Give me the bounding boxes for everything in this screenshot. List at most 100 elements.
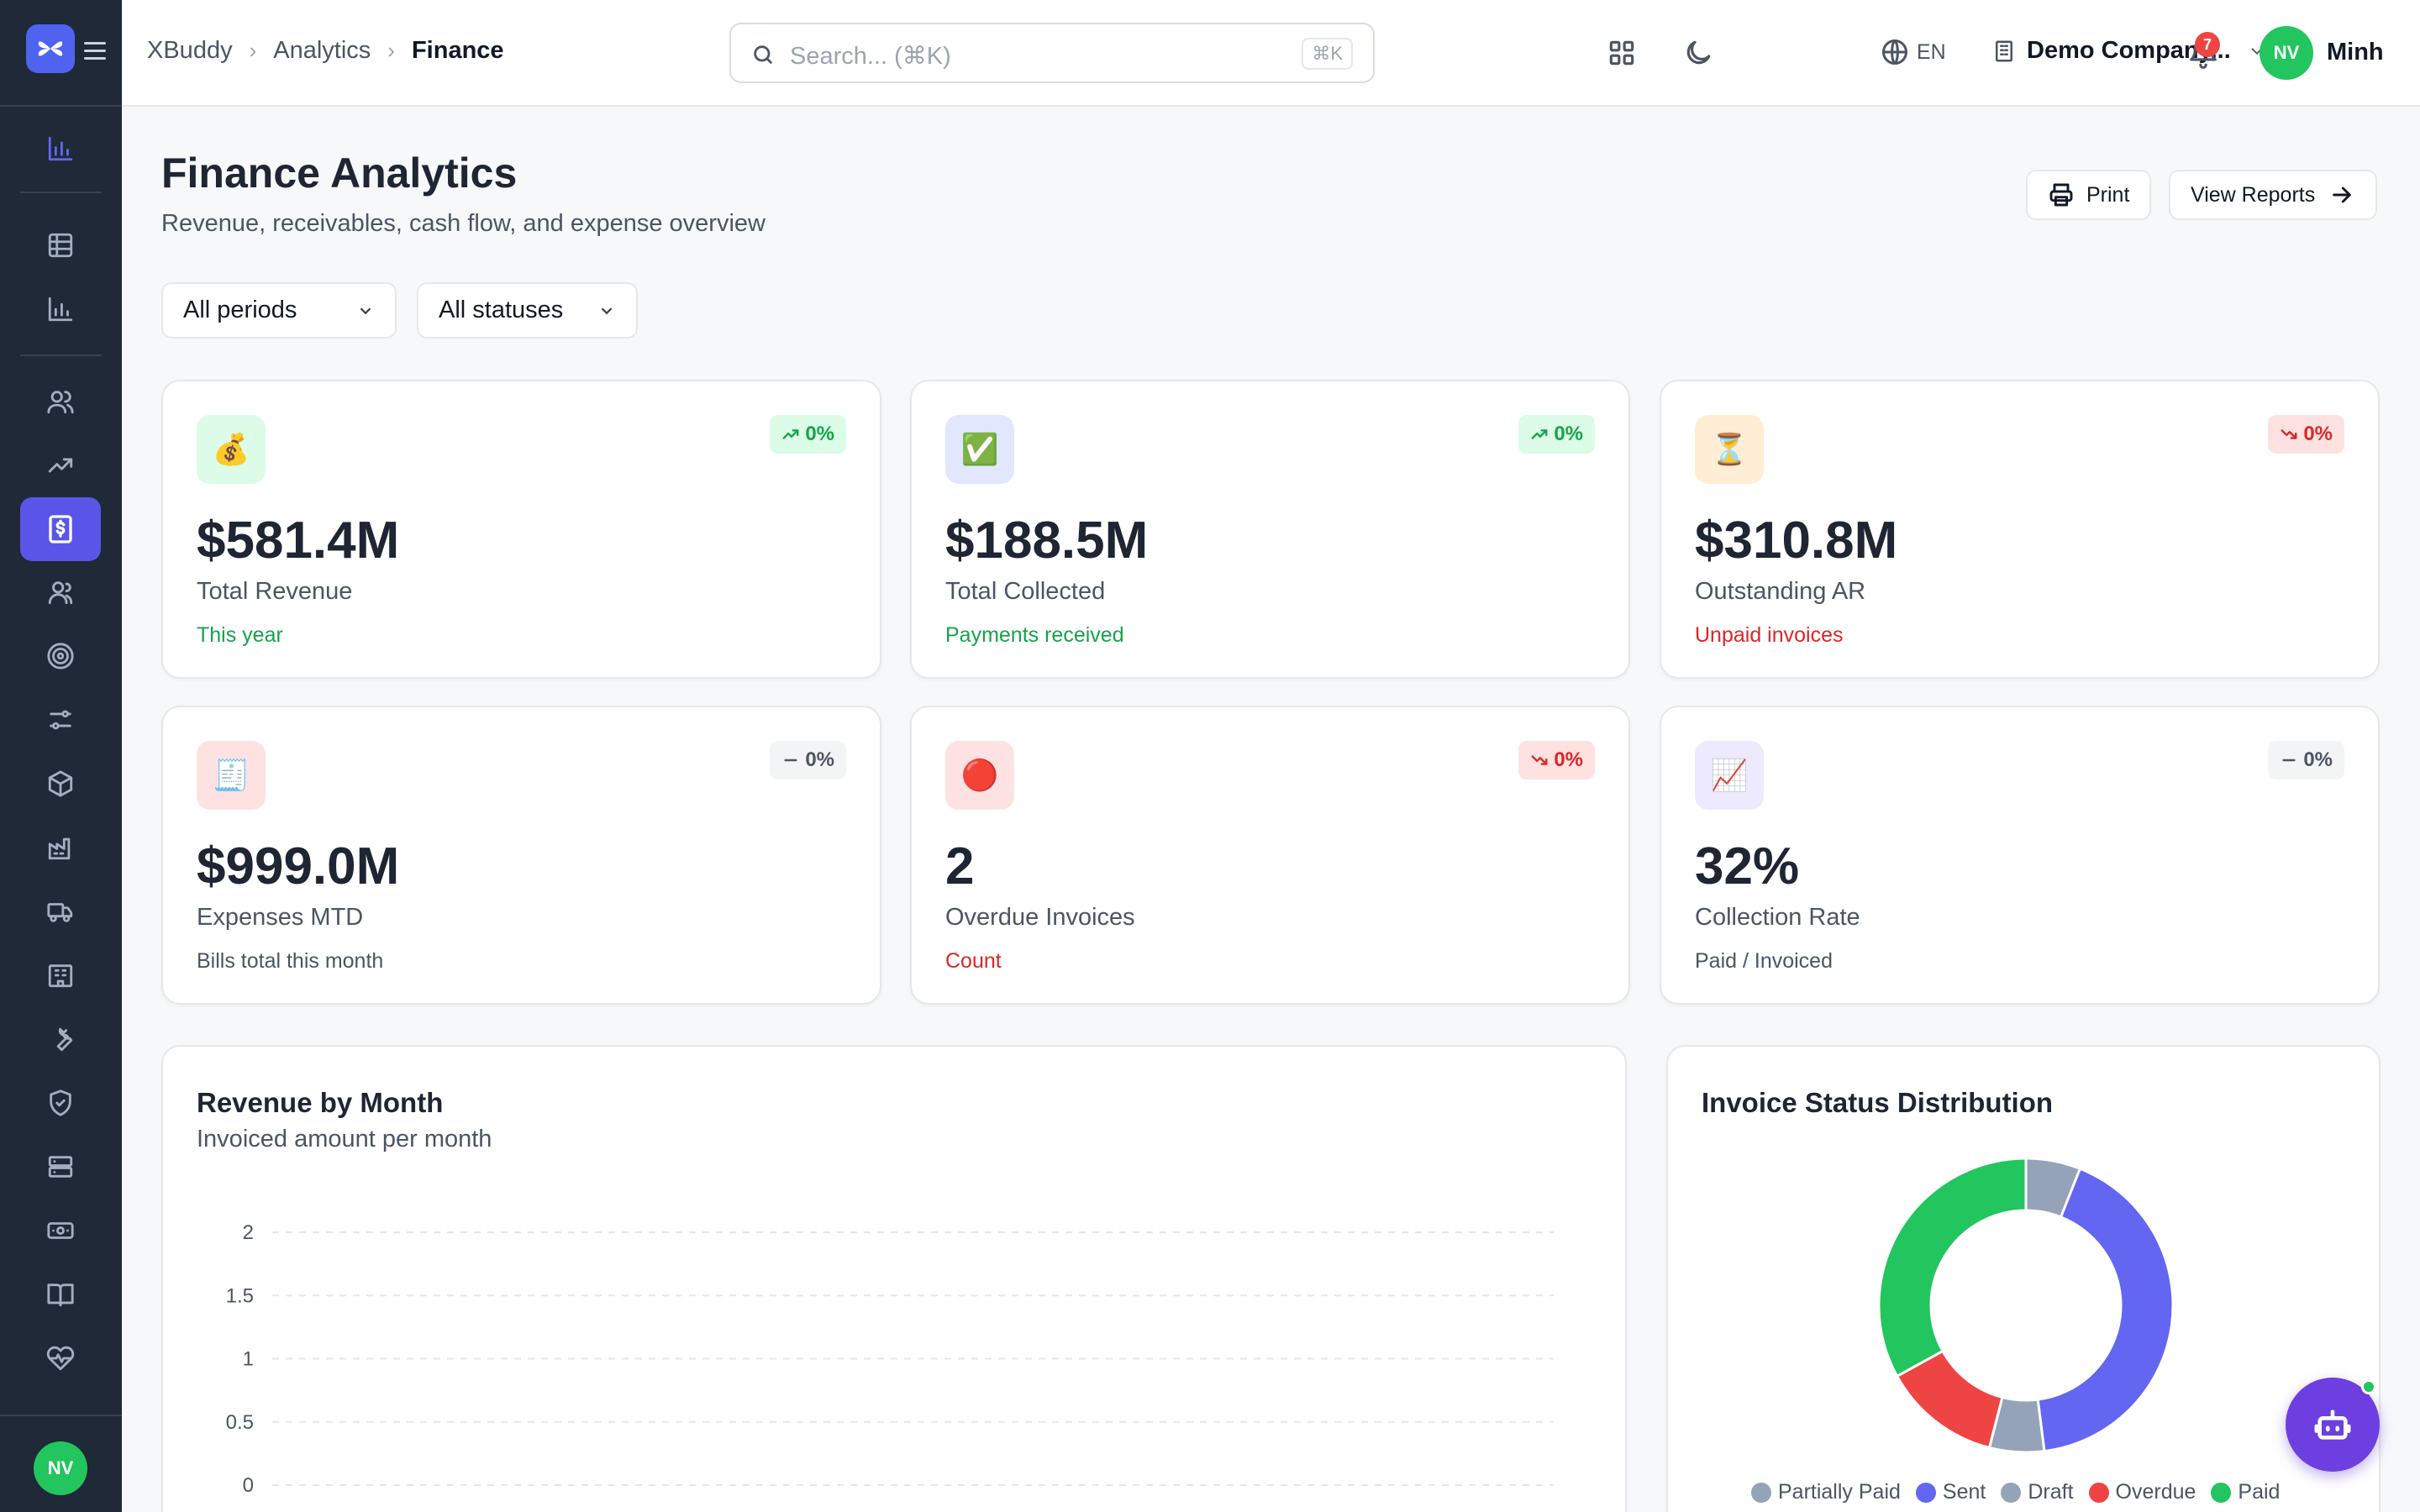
trend-up-icon xyxy=(1531,429,1548,439)
breadcrumb-xbuddy[interactable]: XBuddy xyxy=(147,37,233,64)
sidebar-avatar[interactable]: NV xyxy=(34,1441,87,1495)
period-select-value: All periods xyxy=(183,297,297,323)
kpi-trend-badge: 0% xyxy=(770,741,846,780)
kpi-icon: ✅ xyxy=(945,415,1014,484)
language-switcher[interactable]: EN xyxy=(1880,37,1946,67)
chevron-down-icon xyxy=(601,307,613,314)
banknote-icon[interactable] xyxy=(38,1208,83,1253)
target-icon[interactable] xyxy=(38,633,83,679)
bar-chart-2-icon[interactable] xyxy=(38,286,83,332)
legend-item[interactable]: Partially Paid xyxy=(1751,1480,1901,1504)
server-icon[interactable] xyxy=(38,1144,83,1189)
legend-label: Draft xyxy=(2028,1480,2074,1504)
top-bar: XBuddy › Analytics › Finance Search... (… xyxy=(122,0,2420,107)
legend-swatch xyxy=(2211,1482,2232,1503)
search-shortcut: ⌘K xyxy=(1302,38,1353,70)
invoice-status-title: Invoice Status Distribution xyxy=(1702,1087,2054,1118)
search-input[interactable]: Search... (⌘K) ⌘K xyxy=(729,23,1375,83)
sliders-icon[interactable] xyxy=(38,697,83,743)
legend-label: Sent xyxy=(1942,1480,1986,1504)
kpi-value: $310.8M xyxy=(1695,512,1898,570)
chevron-right-icon: › xyxy=(249,38,257,63)
shield-check-icon[interactable] xyxy=(38,1080,83,1126)
view-reports-button[interactable]: View Reports xyxy=(2169,170,2378,220)
kpi-value: 2 xyxy=(945,837,975,895)
y-tick-label: 0.5 xyxy=(226,1411,254,1434)
search-placeholder: Search... (⌘K) xyxy=(790,43,951,70)
revenue-chart-subtitle: Invoiced amount per month xyxy=(197,1126,492,1152)
table-icon[interactable] xyxy=(38,223,83,268)
view-reports-label: View Reports xyxy=(2191,182,2316,207)
package-icon[interactable] xyxy=(38,761,83,806)
legend-item[interactable]: Draft xyxy=(2001,1480,2074,1504)
donut-slice[interactable] xyxy=(2036,1167,2175,1453)
company-switcher[interactable]: Demo Company... xyxy=(1991,37,2266,65)
apps-grid-icon[interactable] xyxy=(1606,37,1638,69)
chevron-down-icon xyxy=(360,307,371,314)
legend-item[interactable]: Paid xyxy=(2211,1480,2280,1504)
trend-flat-icon xyxy=(2282,759,2296,762)
print-button[interactable]: Print xyxy=(2026,170,2152,220)
kpi-value: $188.5M xyxy=(945,512,1149,570)
chevron-right-icon: › xyxy=(387,38,395,63)
kpi-note: Count xyxy=(945,949,1002,973)
wrench-icon[interactable] xyxy=(38,1016,83,1062)
y-tick-label: 1 xyxy=(243,1348,254,1371)
kpi-value: $581.4M xyxy=(197,512,400,570)
truck-icon[interactable] xyxy=(38,889,83,934)
user-avatar[interactable]: NV xyxy=(2260,26,2313,80)
kpi-trend-badge: 0% xyxy=(2268,415,2344,454)
kpi-label: Collection Rate xyxy=(1695,904,1860,931)
building-icon[interactable] xyxy=(38,953,83,998)
legend-swatch xyxy=(1915,1482,1936,1503)
sidebar-item-finance[interactable] xyxy=(20,497,101,561)
kpi-card: 📈 0% 32% Collection Rate Paid / Invoiced xyxy=(1660,706,2380,1005)
invoice-status-legend: Partially Paid Sent Draft Overdue Paid xyxy=(1751,1480,2295,1504)
user-group-icon[interactable] xyxy=(38,570,83,615)
breadcrumb-analytics[interactable]: Analytics xyxy=(273,37,371,64)
notification-badge: 7 xyxy=(2195,32,2220,57)
kpi-label: Expenses MTD xyxy=(197,904,364,931)
kpi-icon: 🧾 xyxy=(197,741,266,810)
menu-toggle-icon[interactable] xyxy=(84,42,106,60)
online-status-dot xyxy=(2361,1379,2376,1394)
kpi-label: Total Revenue xyxy=(197,578,353,605)
legend-item[interactable]: Overdue xyxy=(2088,1480,2196,1504)
kpi-note: Bills total this month xyxy=(197,949,384,973)
revenue-chart-card: Revenue by Month Invoiced amount per mon… xyxy=(161,1045,1627,1512)
users-icon[interactable] xyxy=(38,379,83,424)
period-select[interactable]: All periods xyxy=(161,282,397,339)
kpi-note: Unpaid invoices xyxy=(1695,623,1844,647)
printer-icon xyxy=(2049,183,2073,207)
book-open-icon[interactable] xyxy=(38,1272,83,1317)
search-icon xyxy=(754,45,772,64)
legend-swatch xyxy=(1751,1482,1771,1503)
trend-up-icon xyxy=(782,429,799,439)
status-select[interactable]: All statuses xyxy=(417,282,638,339)
bot-icon xyxy=(2314,1410,2351,1440)
logo-icon xyxy=(38,41,63,56)
breadcrumb: XBuddy › Analytics › Finance xyxy=(147,37,504,65)
print-label: Print xyxy=(2086,182,2130,207)
legend-label: Partially Paid xyxy=(1778,1480,1901,1504)
y-tick-label: 2 xyxy=(243,1221,254,1244)
kpi-trend-badge: 0% xyxy=(1518,741,1595,780)
trend-flat-icon xyxy=(784,759,797,762)
kpi-trend-value: 0% xyxy=(2303,423,2333,445)
app-logo[interactable] xyxy=(26,24,75,73)
kpi-trend-value: 0% xyxy=(1554,748,1583,771)
user-name[interactable]: Minh xyxy=(2327,39,2384,66)
legend-item[interactable]: Sent xyxy=(1915,1480,1986,1504)
kpi-icon: 📈 xyxy=(1695,741,1764,810)
kpi-trend-value: 0% xyxy=(805,748,834,771)
donut-slice[interactable] xyxy=(1877,1157,2028,1378)
y-tick-label: 0 xyxy=(243,1474,254,1497)
bar-chart-icon[interactable] xyxy=(38,126,83,171)
factory-icon[interactable] xyxy=(38,825,83,870)
moon-icon[interactable] xyxy=(1682,37,1714,69)
finance-icon xyxy=(49,515,72,543)
page-subtitle: Revenue, receivables, cash flow, and exp… xyxy=(161,210,765,237)
heart-pulse-icon[interactable] xyxy=(38,1336,83,1381)
kpi-trend-badge: 0% xyxy=(770,415,846,454)
trending-up-icon[interactable] xyxy=(38,443,83,488)
